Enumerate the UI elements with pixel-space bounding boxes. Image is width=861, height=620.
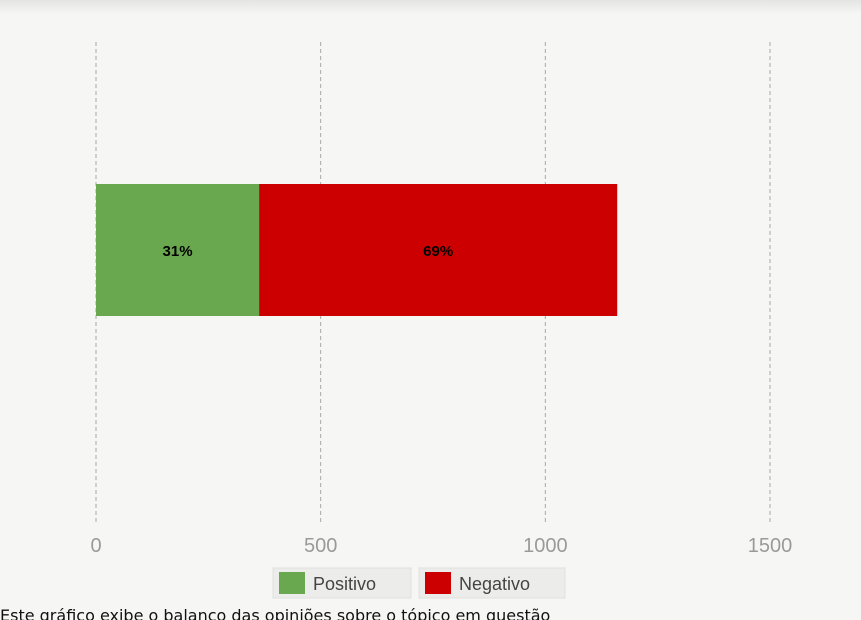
legend-label-positivo: Positivo [313,574,376,594]
bar-segment-positivo [96,184,260,316]
data-label-negativo: 69% [423,243,453,260]
data-label-positivo: 31% [163,243,193,260]
chart-caption: Este gráfico exibe o balanço das opiniõe… [0,606,551,620]
tick-label-1: 500 [304,535,337,557]
legend-swatch-positivo [279,572,305,594]
legend-label-negativo: Negativo [459,574,530,594]
legend-swatch-negativo [425,572,451,594]
tick-label-2: 1000 [523,535,568,557]
bar-segment-negativo [259,184,618,316]
top-shade [0,0,861,14]
tick-label-3: 1500 [748,535,793,557]
tick-label-0: 0 [90,535,101,557]
